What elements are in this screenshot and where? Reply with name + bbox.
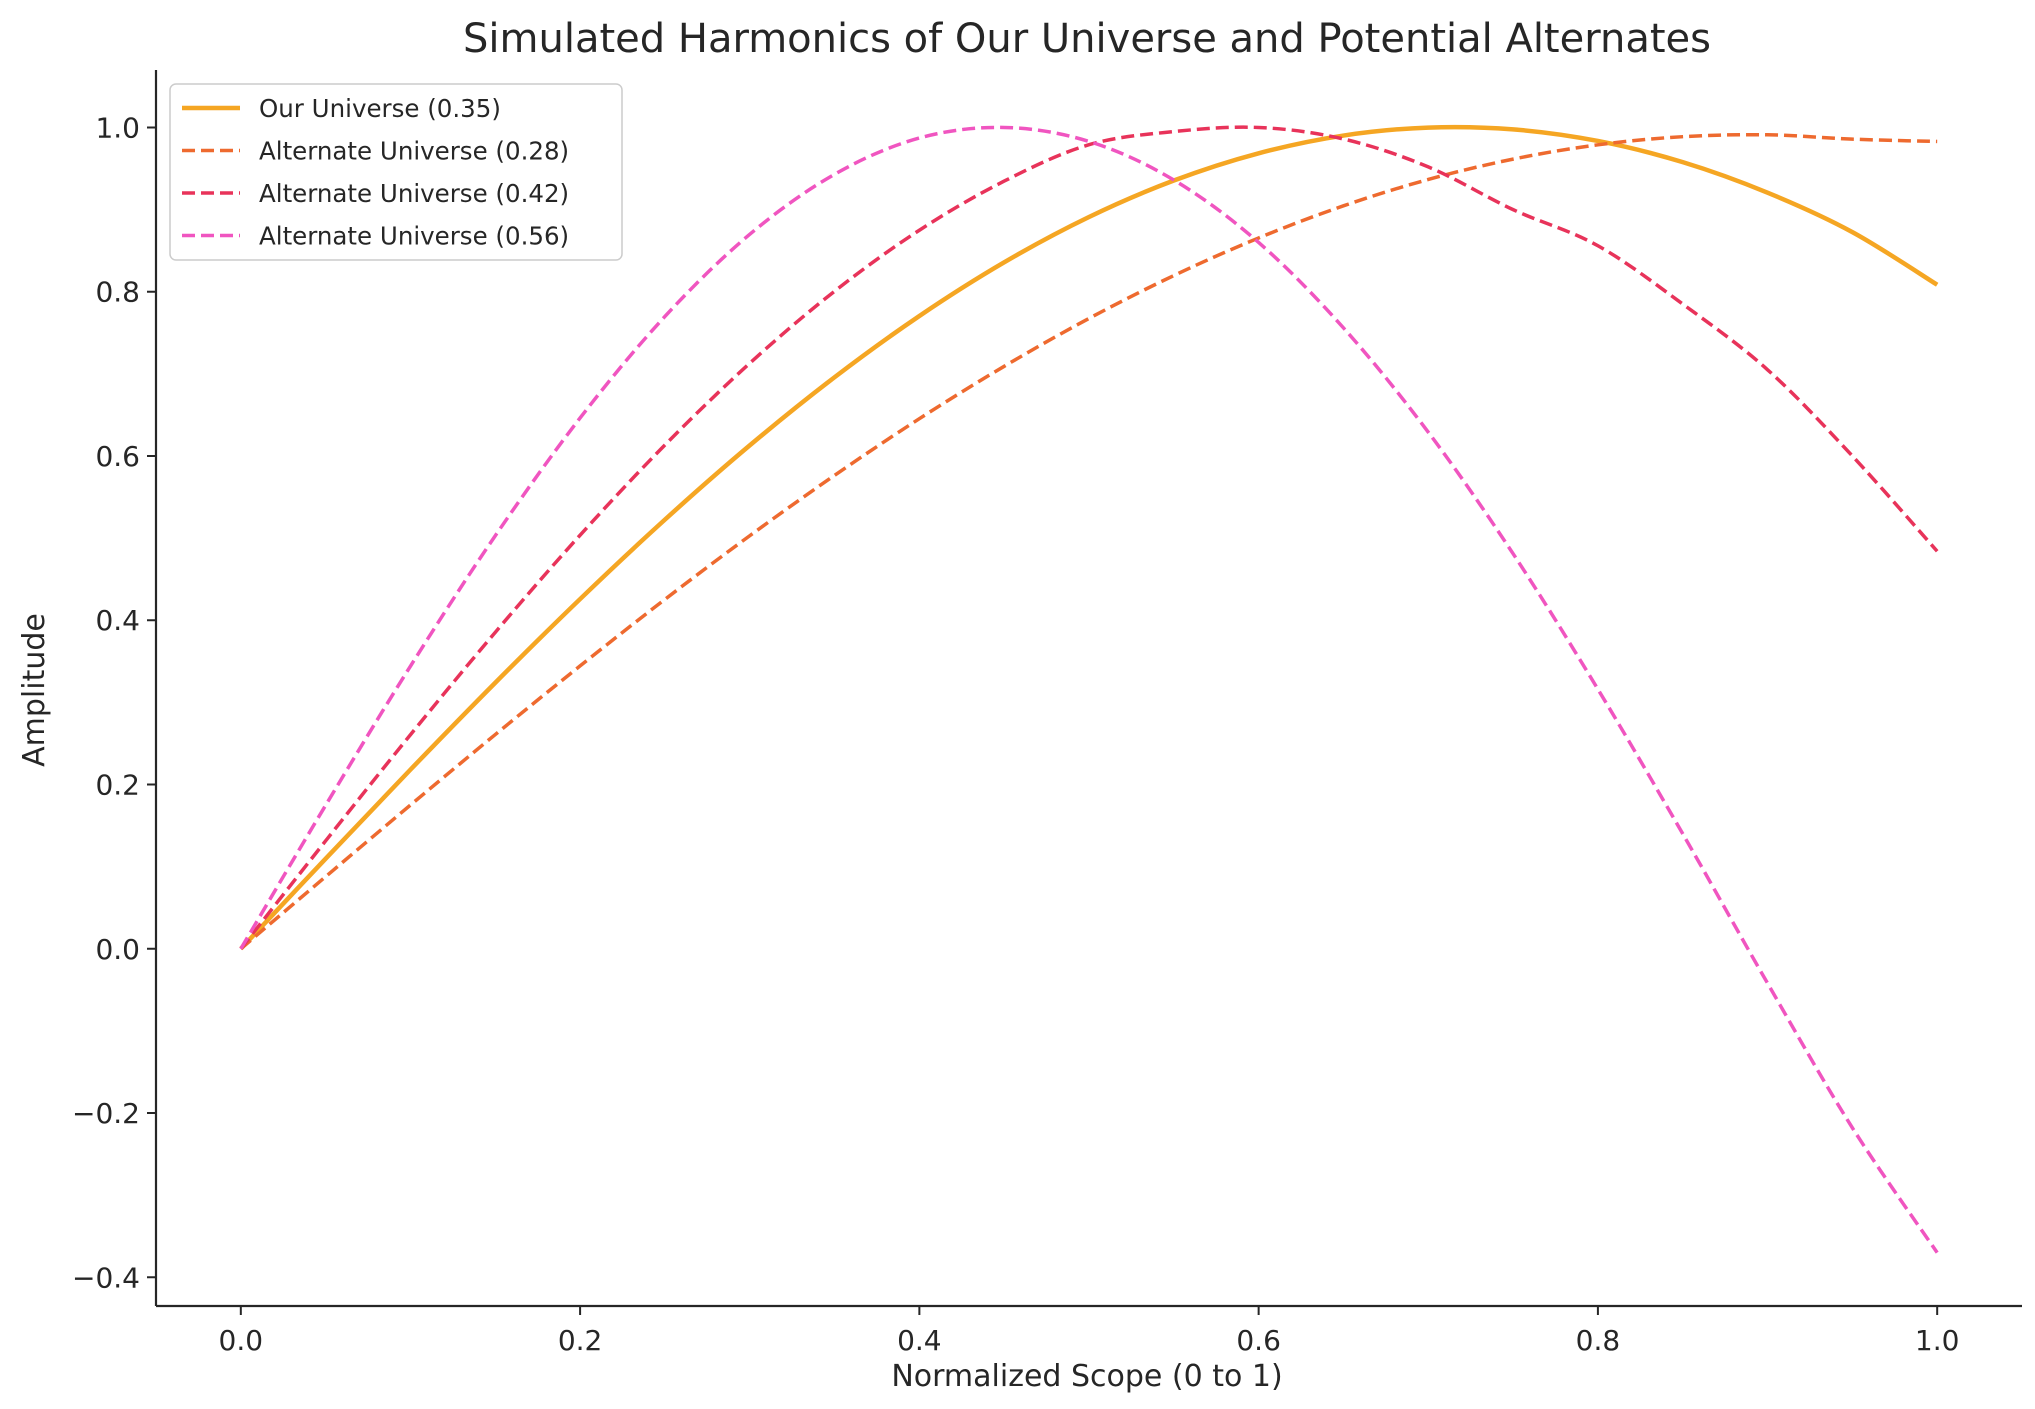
x-tick-label: 0.4 [897,1324,942,1357]
y-axis-label: Amplitude [17,613,52,767]
x-tick-label: 0.2 [558,1324,603,1357]
legend-label-3: Alternate Universe (0.56) [259,222,569,251]
y-axis-ticks: −0.4 −0.2 0.0 0.2 0.4 0.6 0.8 1.0 [72,111,156,1294]
y-tick-label: 0.0 [95,933,140,966]
chart-title: Simulated Harmonics of Our Universe and … [463,16,1711,62]
series-line-3 [239,125,1939,1254]
axes-layer [154,70,2022,1308]
x-tick-label: 1.0 [1915,1324,1960,1357]
legend-box [169,83,623,261]
x-axis-ticks: 0.0 0.2 0.4 0.6 0.8 1.0 [219,1306,1960,1357]
y-tick-label: −0.4 [72,1261,140,1294]
series-layer [239,124,1939,1254]
legend-label-2: Alternate Universe (0.42) [259,179,569,208]
y-tick-label: 0.8 [95,276,140,309]
legend-items: Our Universe (0.35) Alternate Universe (0… [182,94,569,251]
x-tick-label: 0.0 [219,1324,264,1357]
legend-label-1: Alternate Universe (0.28) [259,137,569,166]
y-tick-label: 0.6 [95,440,140,473]
series-line-0 [239,124,1939,951]
x-tick-label: 0.6 [1236,1324,1281,1357]
y-tick-label: 1.0 [95,111,140,144]
y-tick-label: 0.2 [95,768,140,801]
y-tick-label: 0.4 [95,604,140,637]
x-tick-label: 0.8 [1576,1324,1621,1357]
x-axis-label: Normalized Scope (0 to 1) [891,1359,1282,1394]
series-line-2 [239,125,1939,950]
legend: Our Universe (0.35) Alternate Universe (0… [169,83,623,261]
legend-label-0: Our Universe (0.35) [259,94,501,123]
y-tick-label: −0.2 [72,1097,140,1130]
series-line-1 [239,132,1938,951]
